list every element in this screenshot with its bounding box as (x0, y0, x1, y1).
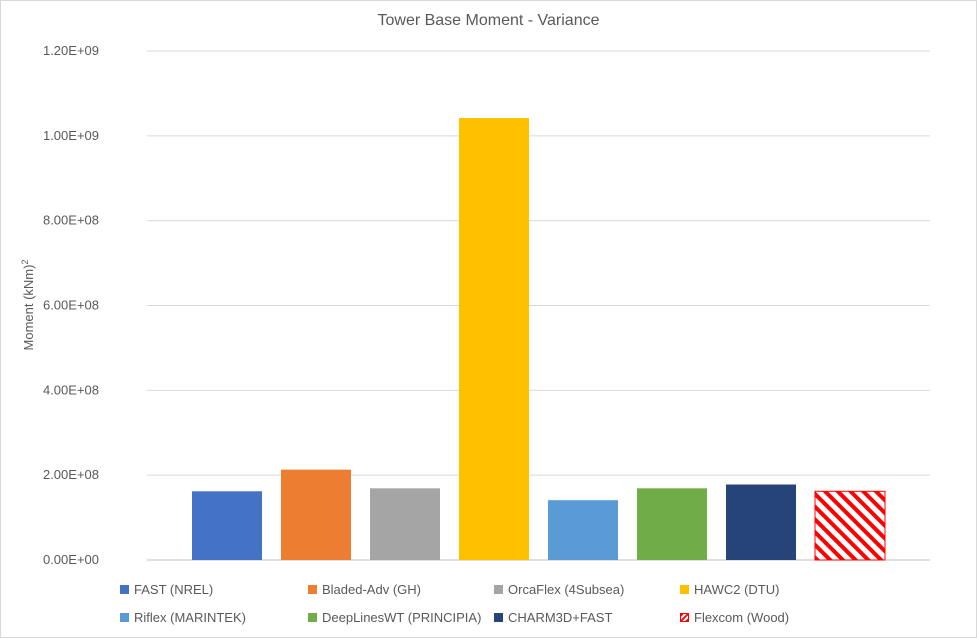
legend-swatch (494, 585, 503, 594)
legend-item: Riflex (MARINTEK) (120, 610, 246, 625)
legend-swatch (120, 585, 129, 594)
y-tick-label: 6.00E+08 (43, 298, 99, 313)
legend-label: Flexcom (Wood) (694, 610, 790, 625)
bar (548, 500, 618, 560)
bar (814, 490, 886, 561)
legend-label: CHARM3D+FAST (508, 610, 613, 625)
legend-swatch (308, 585, 317, 594)
bar (370, 488, 440, 560)
legend-swatch (680, 613, 689, 622)
bar (192, 491, 262, 560)
y-tick-label: 8.00E+08 (43, 213, 99, 228)
legend-item: OrcaFlex (4Subsea) (494, 582, 624, 597)
bar (726, 484, 796, 560)
y-tick-label: 4.00E+08 (43, 382, 99, 397)
legend-item: FAST (NREL) (120, 582, 213, 597)
bar (637, 488, 707, 560)
y-tick-label: 2.00E+08 (43, 467, 99, 482)
legend-label: HAWC2 (DTU) (694, 582, 780, 597)
legend-item: Flexcom (Wood) (680, 610, 789, 625)
legend-item: HAWC2 (DTU) (680, 582, 779, 597)
legend-item: DeepLinesWT (PRINCIPIA) (308, 610, 481, 625)
y-tick-label: 0.00E+00 (43, 552, 99, 567)
chart-title: Tower Base Moment - Variance (377, 12, 600, 29)
legend-item: Bladed-Adv (GH) (308, 582, 421, 597)
legend-swatch (494, 613, 503, 622)
legend-label: OrcaFlex (4Subsea) (508, 582, 625, 597)
legend-item: CHARM3D+FAST (494, 610, 612, 625)
bar (459, 118, 529, 560)
legend-label: FAST (NREL) (134, 582, 214, 597)
y-tick-label: 1.00E+09 (43, 128, 99, 143)
legend-label: DeepLinesWT (PRINCIPIA) (322, 610, 482, 625)
legend-swatch (120, 613, 129, 622)
legend-swatch (680, 585, 689, 594)
legend-swatch (308, 613, 317, 622)
legend-label: Riflex (MARINTEK) (134, 610, 246, 625)
bar (281, 469, 351, 560)
y-tick-label: 1.20E+09 (43, 43, 99, 58)
legend-label: Bladed-Adv (GH) (322, 582, 421, 597)
